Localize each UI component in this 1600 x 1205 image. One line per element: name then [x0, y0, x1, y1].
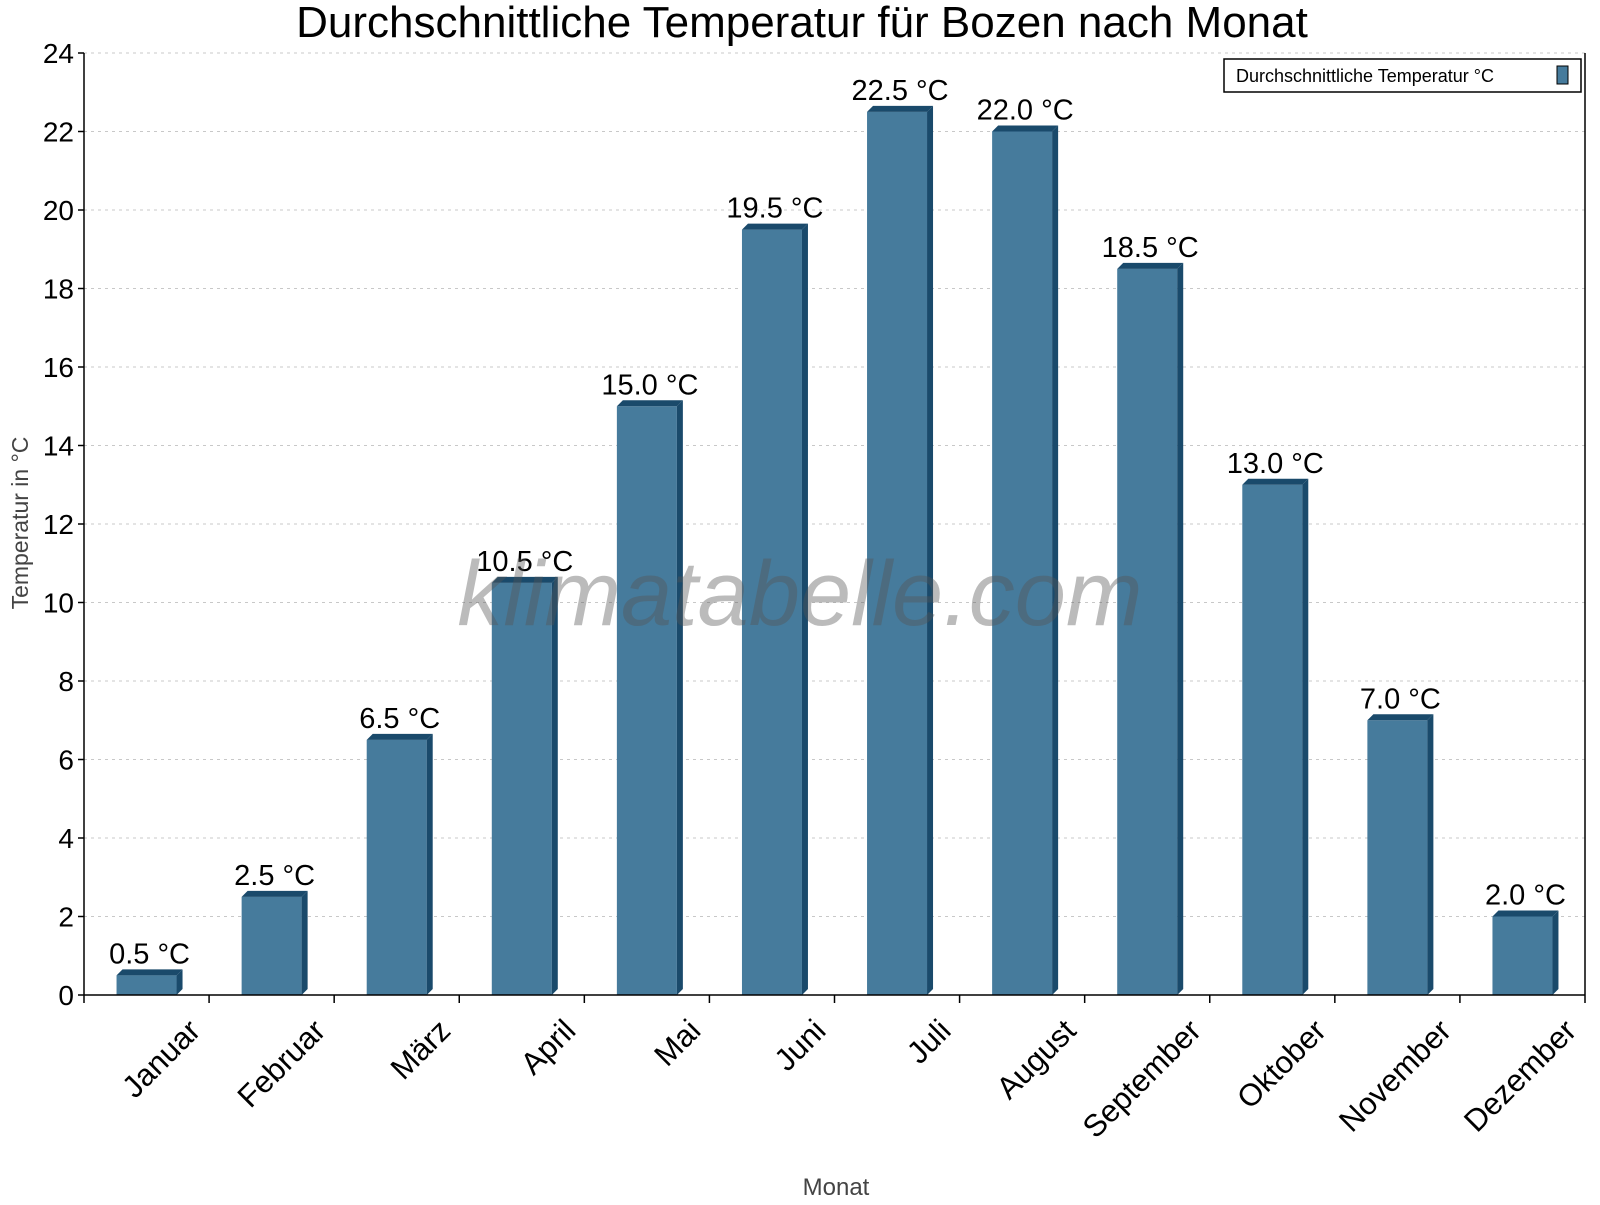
x-tick-label: März [384, 1013, 457, 1086]
bar-side [1302, 478, 1309, 995]
y-axis-label: Temperatur in °C [7, 437, 33, 610]
bar-top [366, 733, 433, 740]
y-tick-label: 10 [43, 588, 74, 619]
legend-swatch [1556, 65, 1569, 85]
bar [241, 896, 302, 995]
y-tick-label: 18 [43, 274, 74, 305]
data-label: 13.0 °C [1227, 448, 1324, 480]
data-label: 15.0 °C [601, 369, 698, 401]
x-tick-label: Februar [231, 1013, 333, 1115]
y-tick-label: 22 [43, 117, 74, 148]
bar [1117, 268, 1178, 995]
bar [116, 975, 177, 995]
data-label: 6.5 °C [359, 703, 440, 735]
y-tick-label: 24 [43, 38, 74, 69]
data-label: 22.0 °C [977, 95, 1074, 127]
y-tick-label: 4 [58, 823, 74, 854]
bars: 0.5 °C 2.5 °C 6.5 °C 10.5 °C 15.0 °C 19.5 °C 2… [109, 75, 1566, 995]
bar-top [241, 890, 308, 897]
bar-side [176, 969, 183, 995]
bar [366, 739, 427, 995]
bar [741, 229, 802, 995]
x-tick-label: November [1332, 1013, 1458, 1139]
data-label: 2.0 °C [1485, 880, 1566, 912]
data-label: 22.5 °C [852, 75, 949, 107]
y-tick-label: 6 [58, 745, 74, 776]
bar [1492, 916, 1553, 995]
bar-side [676, 400, 683, 995]
x-tick-label: Oktober [1230, 1013, 1333, 1116]
bar-side [927, 105, 934, 995]
y-tick-label: 12 [43, 509, 74, 540]
bar [992, 131, 1053, 995]
bar-side [426, 733, 433, 995]
y-tick-label: 16 [43, 352, 74, 383]
bar-top [741, 223, 808, 230]
bar-side [1052, 125, 1059, 995]
gridlines [84, 52, 1585, 917]
bar-side [551, 576, 558, 995]
x-tick-label: Mai [647, 1013, 707, 1073]
legend-box [1223, 58, 1582, 93]
data-label: 2.5 °C [234, 860, 315, 892]
bar-top [992, 125, 1059, 132]
data-label: 7.0 °C [1360, 683, 1441, 715]
bar-top [491, 576, 558, 583]
x-tick-label: Juni [767, 1013, 832, 1078]
bar [867, 111, 928, 995]
y-tick-label: 0 [58, 980, 74, 1011]
bar [1367, 720, 1428, 995]
x-tick-label: August [990, 1012, 1083, 1105]
bar-side [1177, 262, 1184, 995]
bar-top [867, 105, 934, 112]
y-tick-label: 8 [58, 666, 74, 697]
legend-label: Durchschnittliche Temperatur °C [1236, 66, 1494, 86]
bar-side [801, 223, 808, 995]
bar-top [116, 969, 183, 976]
bar [491, 582, 552, 995]
bar-top [616, 400, 683, 407]
x-tick-label: Januar [115, 1013, 207, 1105]
bar-top [1117, 262, 1184, 269]
bar [616, 406, 677, 995]
y-tick-label: 20 [43, 195, 74, 226]
bar-top [1367, 714, 1434, 721]
bar-side [301, 890, 308, 995]
x-tick-label: Juli [900, 1013, 958, 1071]
data-label: 0.5 °C [109, 938, 190, 970]
legend: Durchschnittliche Temperatur °C [1223, 58, 1582, 93]
bar-side [1552, 910, 1559, 995]
x-tick-label: April [514, 1013, 583, 1082]
bar-top [1242, 478, 1309, 485]
bar [1242, 484, 1303, 995]
watermark: klimatabelle.com [457, 543, 1142, 645]
chart-title: Durchschnittliche Temperatur für Bozen n… [296, 0, 1308, 47]
y-tick-label: 2 [58, 902, 74, 933]
bar-side [1427, 714, 1434, 995]
x-axis-label: Monat [803, 1174, 870, 1200]
y-tick-label: 14 [43, 431, 74, 462]
data-label: 19.5 °C [726, 193, 823, 225]
data-label: 18.5 °C [1102, 232, 1199, 264]
data-label: 10.5 °C [476, 546, 573, 578]
bar-top [1492, 910, 1559, 917]
x-tick-label: September [1076, 1013, 1208, 1145]
x-tick-label: Dezember [1457, 1013, 1583, 1139]
